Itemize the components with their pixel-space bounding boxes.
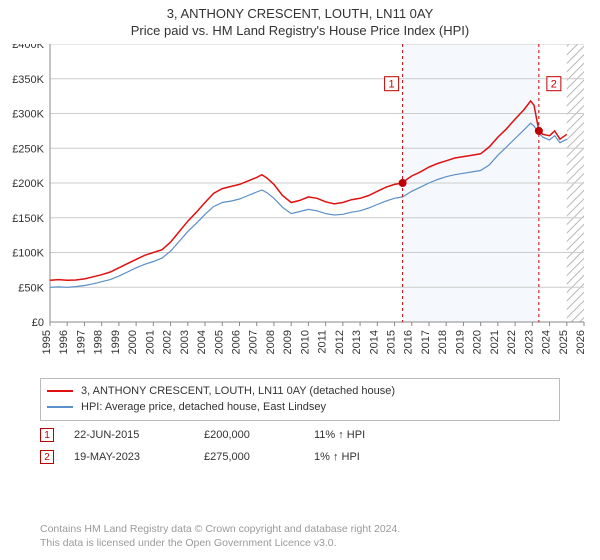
x-tick-label: 2019 bbox=[454, 330, 466, 354]
y-tick-label: £300K bbox=[12, 109, 44, 121]
footer-line-2: This data is licensed under the Open Gov… bbox=[40, 536, 560, 550]
sale-price: £275,000 bbox=[204, 451, 314, 463]
sales-table: 1 22-JUN-2015£200,00011% ↑ HPI 2 19-MAY-202… bbox=[40, 424, 560, 468]
title-sub: Price paid vs. HM Land Registry's House … bbox=[0, 23, 600, 38]
y-tick-label: £100K bbox=[12, 248, 44, 260]
legend-label: 3, ANTHONY CRESCENT, LOUTH, LN11 0AY (de… bbox=[81, 385, 395, 397]
footer: Contains HM Land Registry data © Crown c… bbox=[40, 522, 560, 550]
x-tick-label: 2001 bbox=[144, 330, 156, 354]
legend-label: HPI: Average price, detached house, East… bbox=[81, 401, 326, 413]
sale-price: £200,000 bbox=[204, 429, 314, 441]
x-tick-label: 2005 bbox=[213, 330, 225, 354]
sale-number-box: 2 bbox=[40, 450, 54, 464]
x-tick-label: 1996 bbox=[58, 330, 70, 354]
x-tick-label: 2018 bbox=[437, 330, 449, 354]
x-tick-label: 1999 bbox=[110, 330, 122, 354]
sale-diff: 1% ↑ HPI bbox=[314, 451, 444, 463]
legend-row: HPI: Average price, detached house, East… bbox=[47, 399, 553, 415]
sale-marker-label: 1 bbox=[389, 79, 395, 91]
x-tick-label: 2000 bbox=[127, 330, 139, 354]
chart-container: 3, ANTHONY CRESCENT, LOUTH, LN11 0AY Pri… bbox=[0, 0, 600, 560]
x-tick-label: 2004 bbox=[196, 330, 208, 354]
x-tick-label: 2011 bbox=[317, 330, 329, 354]
x-tick-label: 2015 bbox=[386, 330, 398, 354]
title-main: 3, ANTHONY CRESCENT, LOUTH, LN11 0AY bbox=[0, 6, 600, 21]
y-tick-label: £400K bbox=[12, 44, 44, 51]
y-tick-label: £0 bbox=[32, 317, 44, 329]
x-tick-label: 2020 bbox=[472, 330, 484, 354]
x-tick-label: 2016 bbox=[403, 330, 415, 354]
x-tick-label: 1995 bbox=[41, 330, 53, 354]
legend-row: 3, ANTHONY CRESCENT, LOUTH, LN11 0AY (de… bbox=[47, 383, 553, 399]
sale-dot bbox=[535, 127, 543, 135]
legend-swatch bbox=[47, 390, 73, 392]
x-tick-label: 2021 bbox=[489, 330, 501, 354]
x-tick-label: 2010 bbox=[299, 330, 311, 354]
x-tick-label: 1997 bbox=[75, 330, 87, 354]
x-tick-label: 2025 bbox=[558, 330, 570, 354]
x-tick-label: 2026 bbox=[575, 330, 587, 354]
titles: 3, ANTHONY CRESCENT, LOUTH, LN11 0AY Pri… bbox=[0, 0, 600, 38]
x-tick-label: 2024 bbox=[541, 330, 553, 354]
chart-area: £0 £50K £100K £150K £200K £250K £300K £350K £400… bbox=[0, 44, 600, 374]
x-tick-label: 2009 bbox=[282, 330, 294, 354]
legend-swatch bbox=[47, 406, 73, 408]
x-tick-label: 2014 bbox=[368, 330, 380, 354]
x-tick-label: 2002 bbox=[162, 330, 174, 354]
sale-number-box: 1 bbox=[40, 428, 54, 442]
sale-date: 19-MAY-2023 bbox=[74, 451, 204, 463]
sale-date: 22-JUN-2015 bbox=[74, 429, 204, 441]
x-tick-label: 2006 bbox=[230, 330, 242, 354]
sale-row: 2 19-MAY-2023£275,0001% ↑ HPI bbox=[40, 446, 560, 468]
x-tick-label: 2023 bbox=[523, 330, 535, 354]
x-tick-label: 1998 bbox=[93, 330, 105, 354]
x-tick-label: 2012 bbox=[334, 330, 346, 354]
y-tick-label: £250K bbox=[12, 143, 44, 155]
y-tick-label: £200K bbox=[12, 178, 44, 190]
y-tick-label: £50K bbox=[18, 282, 44, 294]
x-tick-label: 2022 bbox=[506, 330, 518, 354]
x-tick-label: 2017 bbox=[420, 330, 432, 354]
x-tick-label: 2013 bbox=[351, 330, 363, 354]
sale-marker-label: 2 bbox=[551, 79, 557, 91]
sale-row: 1 22-JUN-2015£200,00011% ↑ HPI bbox=[40, 424, 560, 446]
y-tick-label: £150K bbox=[12, 213, 44, 225]
x-tick-label: 2008 bbox=[265, 330, 277, 354]
sale-diff: 11% ↑ HPI bbox=[314, 429, 444, 441]
footer-line-1: Contains HM Land Registry data © Crown c… bbox=[40, 522, 560, 536]
sale-dot bbox=[399, 179, 407, 187]
y-tick-label: £350K bbox=[12, 74, 44, 86]
x-tick-label: 2003 bbox=[179, 330, 191, 354]
x-tick-label: 2007 bbox=[248, 330, 260, 354]
chart-svg: £0 £50K £100K £150K £200K £250K £300K £350K £400… bbox=[0, 44, 600, 374]
legend: 3, ANTHONY CRESCENT, LOUTH, LN11 0AY (de… bbox=[40, 378, 560, 421]
